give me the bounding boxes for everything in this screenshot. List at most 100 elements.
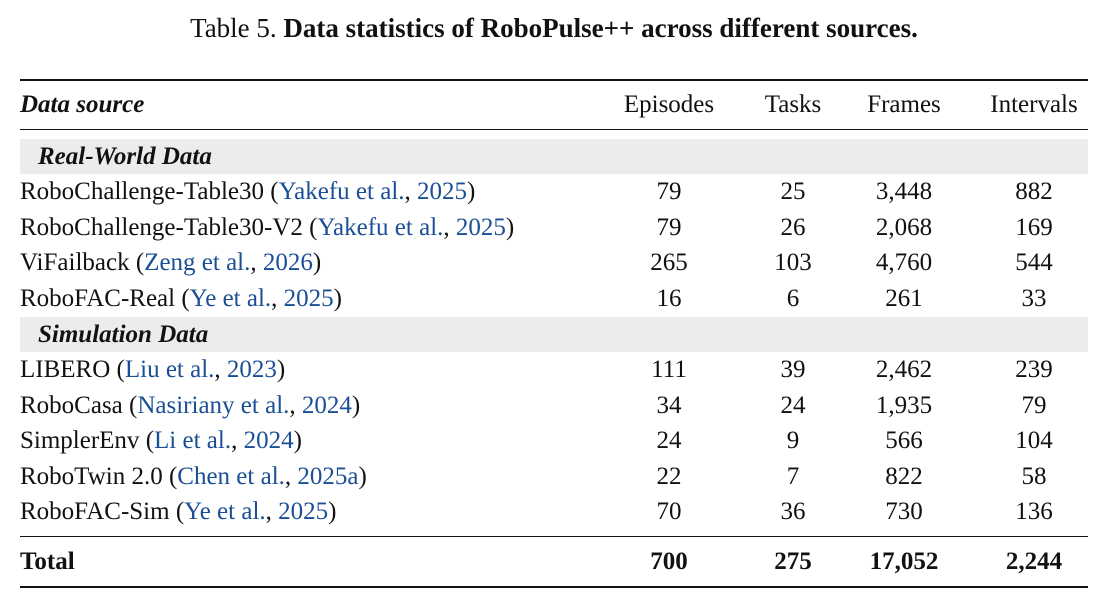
frames-cell: 3,448 — [875, 178, 933, 205]
citation-authors-link[interactable]: Zeng et al. — [144, 249, 251, 277]
frames-cell: 566 — [885, 427, 923, 455]
source-name: RoboChallenge-Table30-V2 — [20, 213, 303, 241]
citation-year-link[interactable]: 2025 — [283, 284, 334, 312]
data-source-cell: LIBERO (Liu et al., 2023) — [20, 356, 286, 383]
tasks-cell: 103 — [774, 249, 812, 277]
table-row: ViFailback (Zeng et al., 2026) 265 103 4,76… — [20, 245, 1088, 281]
table-caption: Table 5. Data statistics of RoboPulse++ … — [0, 10, 1108, 46]
source-name: RoboCasa — [20, 391, 123, 419]
source-name: LIBERO — [20, 356, 111, 383]
group-header-row: Real-World Data — [20, 139, 1088, 174]
header-rule — [20, 129, 1088, 130]
source-name: RoboChallenge-Table30 — [20, 178, 265, 205]
data-source-cell: ViFailback (Zeng et al., 2026) — [20, 249, 322, 277]
total-tasks: 275 — [774, 548, 812, 575]
top-rule — [20, 79, 1088, 81]
tasks-cell: 6 — [786, 284, 800, 312]
table-row: RoboTwin 2.0 (Chen et al., 2025a) 22 7 822 5… — [20, 459, 1088, 495]
total-label: Total — [20, 548, 75, 575]
tasks-cell: 25 — [780, 178, 806, 205]
intervals-cell: 544 — [1015, 249, 1053, 277]
citation-authors-link[interactable]: Yakefu et al. — [317, 213, 444, 241]
source-name: RoboTwin 2.0 — [20, 462, 163, 490]
frames-cell: 730 — [885, 498, 923, 526]
citation-authors-link[interactable]: Liu et al. — [124, 356, 215, 383]
header-intervals: Intervals — [990, 91, 1078, 118]
tasks-cell: 36 — [780, 498, 806, 526]
table-title: Data statistics of RoboPulse++ across di… — [283, 13, 918, 43]
data-source-cell: RoboChallenge-Table30-V2 (Yakefu et al.,… — [20, 213, 515, 241]
citation-year-link[interactable]: 2026 — [262, 249, 313, 277]
data-source-cell: RoboTwin 2.0 (Chen et al., 2025a) — [20, 462, 367, 490]
header-source: Data source — [20, 91, 145, 118]
table-row: LIBERO (Liu et al., 2023) 111 39 2,462 239 — [20, 352, 1088, 388]
header-tasks: Tasks — [764, 91, 822, 118]
bottom-rule — [20, 586, 1088, 588]
table-label: Table 5. — [190, 13, 277, 43]
total-row: Total 700 275 17,052 2,244 — [20, 544, 1088, 580]
frames-cell: 2,462 — [875, 356, 933, 383]
data-source-cell: RoboCasa (Nasiriany et al., 2024) — [20, 391, 361, 419]
episodes-cell: 16 — [656, 284, 682, 312]
tasks-cell: 7 — [786, 462, 800, 490]
citation-year-link[interactable]: 2024 — [243, 427, 294, 455]
tasks-cell: 39 — [780, 356, 806, 383]
episodes-cell: 265 — [650, 249, 688, 277]
citation-authors-link[interactable]: Nasiriany et al. — [137, 391, 290, 419]
total-intervals: 2,244 — [1005, 548, 1063, 575]
episodes-cell: 111 — [651, 356, 687, 383]
data-source-cell: RoboFAC-Sim (Ye et al., 2025) — [20, 498, 337, 526]
frames-cell: 2,068 — [875, 213, 933, 241]
episodes-cell: 34 — [656, 391, 682, 419]
episodes-cell: 79 — [656, 178, 682, 205]
intervals-cell: 58 — [1021, 462, 1047, 490]
citation-year-link[interactable]: 2025a — [297, 462, 359, 490]
frames-cell: 261 — [885, 284, 923, 312]
citation-year-link[interactable]: 2025 — [278, 498, 329, 526]
frames-cell: 822 — [885, 462, 923, 490]
intervals-cell: 882 — [1015, 178, 1053, 205]
table-row: SimplerEnv (Li et al., 2024) 24 9 566 104 — [20, 423, 1088, 459]
citation-authors-link[interactable]: Ye et al. — [184, 498, 266, 526]
citation-authors-link[interactable]: Li et al. — [154, 427, 232, 455]
intervals-cell: 136 — [1015, 498, 1053, 526]
data-source-cell: RoboChallenge-Table30 (Yakefu et al., 20… — [20, 178, 476, 205]
total-rule — [20, 536, 1088, 537]
episodes-cell: 24 — [656, 427, 682, 455]
frames-cell: 1,935 — [875, 391, 933, 419]
tasks-cell: 26 — [780, 213, 806, 241]
source-name: RoboFAC-Real — [20, 284, 176, 312]
intervals-cell: 79 — [1021, 391, 1047, 419]
episodes-cell: 79 — [656, 213, 682, 241]
episodes-cell: 70 — [656, 498, 682, 526]
table-row: RoboCasa (Nasiriany et al., 2024) 34 24 1,9… — [20, 388, 1088, 424]
intervals-cell: 239 — [1015, 356, 1053, 383]
data-source-cell: SimplerEnv (Li et al., 2024) — [20, 427, 302, 455]
citation-authors-link[interactable]: Yakefu et al. — [278, 178, 405, 205]
intervals-cell: 169 — [1015, 213, 1053, 241]
citation-year-link[interactable]: 2025 — [417, 178, 468, 205]
data-source-cell: RoboFAC-Real (Ye et al., 2025) — [20, 284, 342, 312]
intervals-cell: 104 — [1015, 427, 1053, 455]
source-name: SimplerEnv — [20, 427, 140, 455]
group-header-row: Simulation Data — [20, 317, 1088, 352]
intervals-cell: 33 — [1021, 284, 1047, 312]
episodes-cell: 22 — [656, 462, 682, 490]
header-episodes: Episodes — [623, 91, 715, 118]
total-frames: 17,052 — [869, 548, 939, 575]
citation-year-link[interactable]: 2024 — [301, 391, 352, 419]
citation-authors-link[interactable]: Chen et al. — [177, 462, 285, 490]
tasks-cell: 24 — [780, 391, 806, 419]
frames-cell: 4,760 — [875, 249, 933, 277]
citation-year-link[interactable]: 2023 — [226, 356, 277, 383]
table-row: RoboChallenge-Table30 (Yakefu et al., 20… — [20, 174, 1088, 210]
total-episodes: 700 — [650, 548, 688, 575]
table-row: RoboFAC-Real (Ye et al., 2025) 16 6 261 33 — [20, 281, 1088, 317]
table-row: RoboChallenge-Table30-V2 (Yakefu et al.,… — [20, 210, 1088, 246]
header-row: Data source Episodes Tasks Frames Interv… — [20, 87, 1088, 123]
source-name: ViFailback — [20, 249, 130, 277]
source-name: RoboFAC-Sim — [20, 498, 170, 526]
citation-year-link[interactable]: 2025 — [455, 213, 506, 241]
table-row: RoboFAC-Sim (Ye et al., 2025) 70 36 730 136 — [20, 494, 1088, 530]
citation-authors-link[interactable]: Ye et al. — [189, 284, 272, 312]
